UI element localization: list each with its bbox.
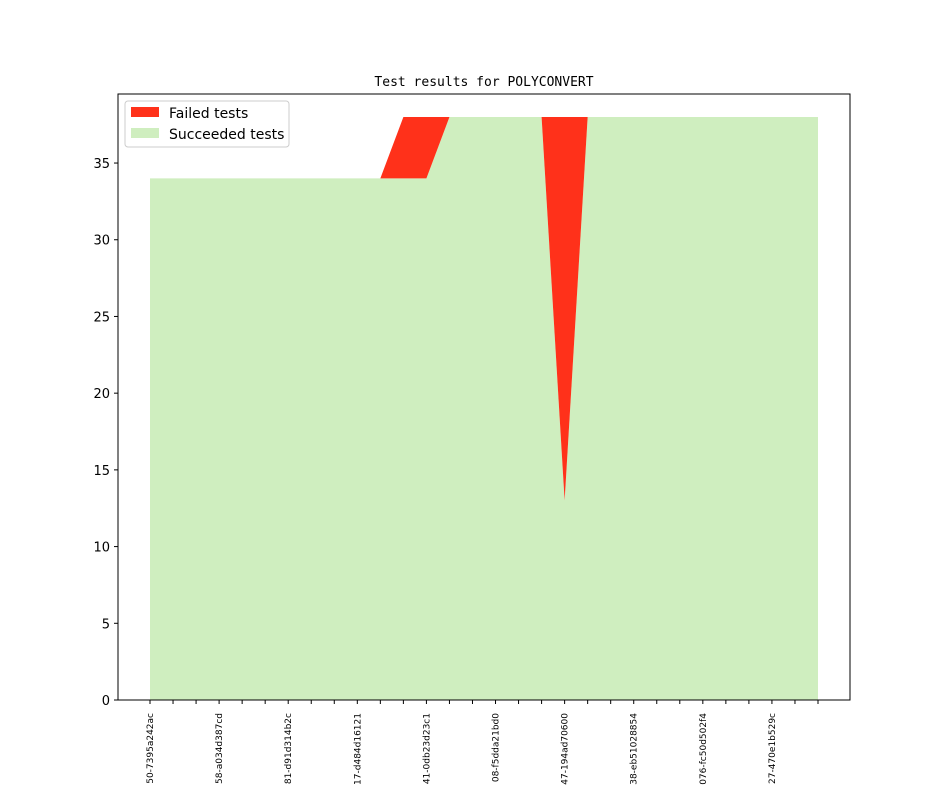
plot-frame [117,93,851,701]
x-tick-label: 41-0db23d23c1 [422,713,432,784]
y-tick-label: 0 [102,694,110,709]
x-tick-label: 58-a034d387cd [215,713,225,784]
x-tick-label: 08-f5dda21bd0 [492,713,502,782]
y-tick-label: 30 [93,234,110,249]
x-tick-label: 076-fc50d502f4 [699,713,709,785]
legend: Failed tests Succeeded tests [124,100,290,148]
y-tick-label: 35 [93,157,110,172]
y-tick-label: 10 [93,541,110,556]
chart-title: Test results for POLYCONVERT [374,75,593,90]
area-succeeded-tests [150,117,818,701]
x-tick-label: 50-7395a242ac [146,713,156,784]
x-tick-label: 27-470e1b529c [768,713,778,784]
y-axis: 0 5 10 15 20 25 30 35 [93,157,118,709]
legend-swatch-failed [131,107,159,117]
legend-box [124,100,290,148]
y-tick-label: 20 [93,387,110,402]
y-tick-label: 25 [93,310,110,325]
y-tick-label: 5 [102,617,110,632]
x-tick-label: 17-d484d16121 [353,713,363,785]
x-tick-label: 47-194ad70600 [561,713,571,785]
y-tick-label: 15 [93,464,110,479]
legend-label-succeeded: Succeeded tests [169,127,284,143]
x-axis: 50-7395a242ac 58-a034d387cd 81-d91d314b2c 1… [146,700,819,785]
legend-label-failed: Failed tests [169,106,248,122]
area-layer [150,117,818,701]
legend-swatch-succeeded [131,128,159,138]
x-tick-label: 81-d91d314b2c [284,713,294,784]
x-tick-label: 38-eb51028854 [630,713,640,785]
